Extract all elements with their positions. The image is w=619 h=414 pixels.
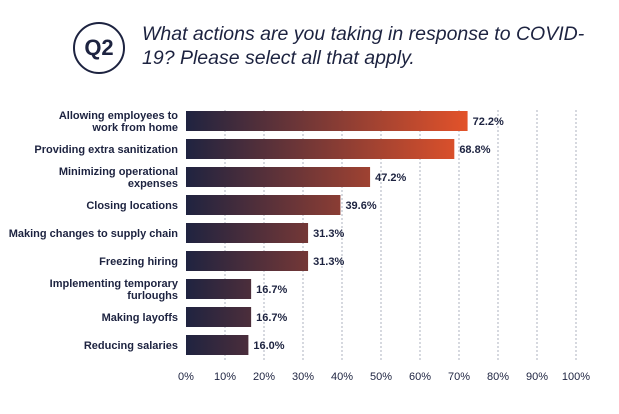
bar-value-label: 31.3% [313,256,344,268]
category-label: Making layoffs [102,312,178,324]
x-tick-label: 70% [448,371,470,383]
bar-value-label: 72.2% [473,116,504,128]
category-labels: Allowing employees to work from home Provi… [9,110,179,352]
category-label: Minimizing operational expenses [59,166,178,190]
bar [186,195,341,215]
bar [186,111,468,131]
x-tick-label: 40% [331,371,353,383]
bar-value-label: 39.6% [345,200,376,212]
bar-value-label: 16.7% [256,284,287,296]
x-tick-label: 20% [253,371,275,383]
bar [186,251,309,271]
question-badge: Q2 [73,22,125,74]
bars [186,111,468,355]
x-tick-label: 50% [370,371,392,383]
bar-value-label: 16.7% [256,312,287,324]
x-tick-label: 30% [292,371,314,383]
bar-value-label: 47.2% [375,172,406,184]
x-axis-ticks: 0% 10% 20% 30% 40% 50% 60% 70% 80% 90% 100% [178,371,590,383]
bar [186,335,249,355]
bar [186,139,455,159]
x-tick-label: 60% [409,371,431,383]
bar-value-label: 16.0% [253,340,284,352]
x-tick-label: 0% [178,371,194,383]
category-label: Allowing employees to work from home [59,110,178,134]
bar-value-label: 68.8% [459,144,490,156]
category-label: Making changes to supply chain [9,228,179,240]
bar [186,279,252,299]
x-tick-label: 80% [487,371,509,383]
category-label: Freezing hiring [99,256,178,268]
question-title: What actions are you taking in response … [142,23,585,69]
bar-value-label: 31.3% [313,228,344,240]
bar [186,167,371,187]
category-label: Providing extra sanitization [34,144,178,156]
x-tick-label: 10% [214,371,236,383]
value-labels: 72.2% 68.8% 47.2% 39.6% 31.3% 31.3% 16.7% 16.7%… [253,116,504,352]
category-label: Reducing salaries [84,340,178,352]
category-label: Implementing temporary furloughs [50,278,179,302]
category-label: Closing locations [86,200,178,212]
x-tick-label: 90% [526,371,548,383]
x-tick-label: 100% [562,371,590,383]
bar [186,223,309,243]
bar [186,307,252,327]
